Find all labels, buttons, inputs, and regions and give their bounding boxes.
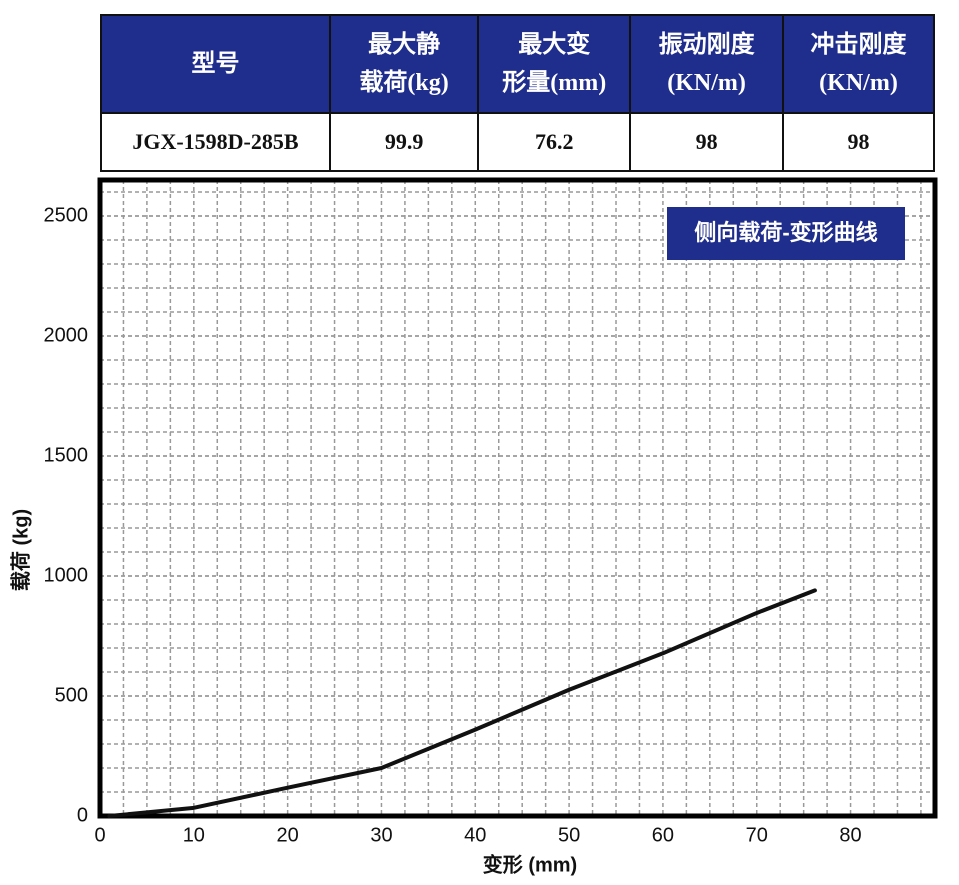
y-tick-label: 1500	[44, 444, 89, 466]
x-tick-label: 40	[464, 824, 486, 846]
x-tick-label: 60	[652, 824, 674, 846]
x-tick-label: 0	[94, 824, 105, 846]
x-tick-label: 10	[183, 824, 205, 846]
table-cell: 98	[629, 112, 785, 172]
table-cell: 76.2	[477, 112, 632, 172]
header-cell: 振动刚度 (KN/m)	[629, 14, 785, 114]
x-tick-label: 20	[277, 824, 299, 846]
table-cell: 99.9	[328, 112, 480, 172]
x-tick-label: 30	[370, 824, 392, 846]
header-cell: 最大变 形量(mm)	[477, 14, 632, 114]
y-tick-label: 2000	[44, 324, 89, 346]
title-box	[667, 207, 905, 260]
header-cell: 最大静 载荷(kg)	[328, 14, 480, 114]
x-tick-label: 50	[558, 824, 580, 846]
chart-title: 侧向载荷-变形曲线	[694, 220, 877, 245]
y-axis-label: 载荷 (kg)	[8, 509, 32, 591]
y-tick-label: 500	[55, 684, 88, 706]
table-cell: 98	[782, 112, 935, 172]
y-tick-label: 1000	[44, 564, 89, 586]
data-row: JGX-1598D-285B 99.9 76.2 98 98	[100, 112, 935, 172]
y-tick-label: 2500	[44, 204, 89, 226]
x-axis-label: 变形 (mm)	[483, 852, 577, 876]
data-line	[107, 588, 817, 818]
header-cell: 冲击刚度 (KN/m)	[782, 14, 935, 114]
x-tick-label: 80	[839, 824, 861, 846]
header-row: 型号 最大静 载荷(kg) 最大变 形量(mm) 振动刚度 (KN/m) 冲击刚度 (K…	[100, 14, 935, 114]
header-cell: 型号	[100, 14, 331, 114]
table-cell: JGX-1598D-285B	[100, 112, 331, 172]
y-tick-label: 0	[77, 804, 88, 826]
plot-frame	[97, 177, 938, 819]
spec-table: 型号 最大静 载荷(kg) 最大变 形量(mm) 振动刚度 (KN/m) 冲击刚度 (K…	[100, 14, 935, 172]
x-tick-label: 70	[746, 824, 768, 846]
